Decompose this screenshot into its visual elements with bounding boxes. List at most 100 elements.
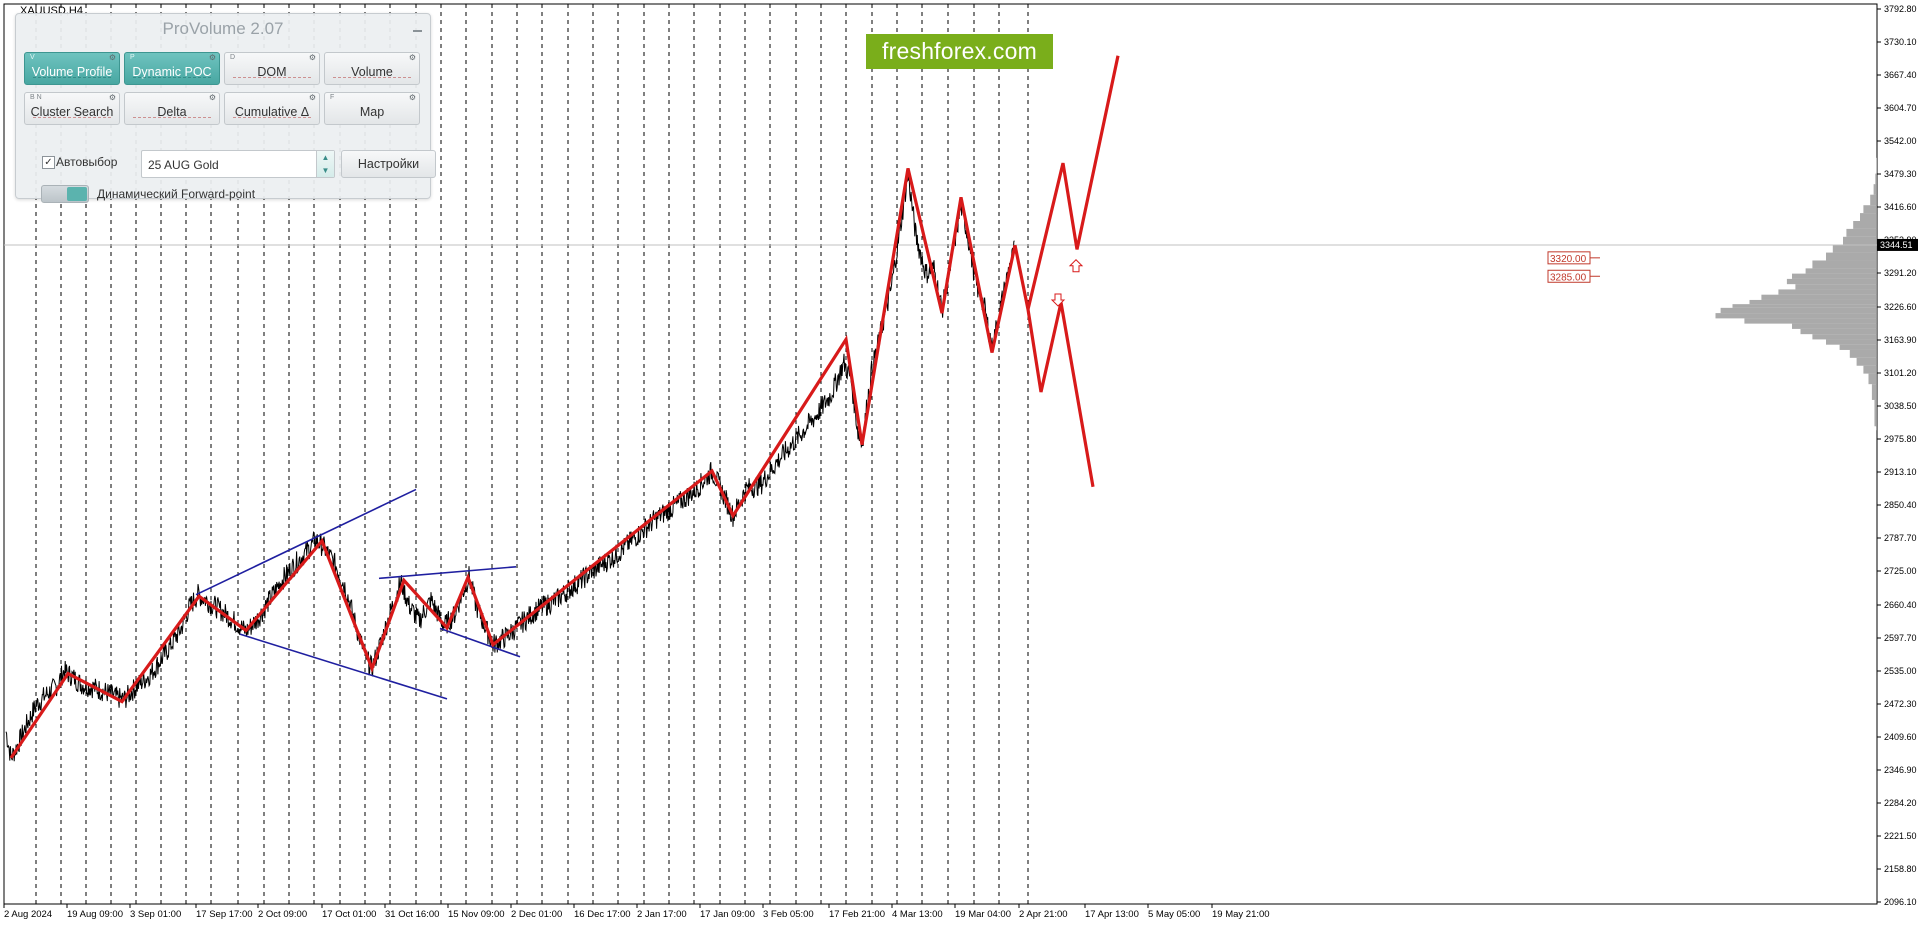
gear-icon[interactable]: ⚙ <box>408 93 416 102</box>
x-tick-label: 15 Nov 09:00 <box>448 909 505 920</box>
volume-profile-bar <box>1870 194 1877 206</box>
minimize-icon[interactable] <box>413 30 422 32</box>
y-tick-label: 3163.90 <box>1884 335 1917 345</box>
volume-profile-bar <box>1874 399 1877 427</box>
volume-profile-bar <box>1826 252 1877 261</box>
current-price-badge: 3344.51 <box>1877 238 1918 251</box>
button-label: Map <box>359 105 385 119</box>
toggle-knob <box>67 187 87 201</box>
dom-button[interactable]: D ⚙ DOM <box>224 52 320 85</box>
cumulative-delta-button[interactable]: ⚙ Cumulative Δ <box>224 92 320 125</box>
gear-icon[interactable]: ⚙ <box>108 93 116 102</box>
x-tick-label: 19 Aug 09:00 <box>67 909 123 920</box>
gear-icon[interactable]: ⚙ <box>208 53 216 62</box>
volume-profile-bar <box>1732 304 1877 308</box>
gear-icon[interactable]: ⚙ <box>108 53 116 62</box>
autoselect-checkbox[interactable]: ✓ <box>42 156 55 169</box>
volume-profile-bar <box>1860 213 1877 221</box>
x-tick-label: 3 Sep 01:00 <box>130 909 181 920</box>
gear-icon[interactable]: ⚙ <box>408 53 416 62</box>
button-label: Volume Profile <box>31 65 113 79</box>
volume-profile-bar <box>1749 299 1877 305</box>
watermark-logo: freshforex.com <box>866 34 1053 69</box>
status-bars <box>333 77 411 80</box>
y-tick-label: 2660.40 <box>1884 600 1917 610</box>
volume-profile-bar <box>1876 426 1877 431</box>
cluster-search-button[interactable]: B N ⚙ Cluster Search <box>24 92 120 125</box>
status-bars <box>233 117 311 120</box>
delta-button[interactable]: ⚙ Delta <box>124 92 220 125</box>
volume-profile-bar <box>1761 294 1877 300</box>
instrument-value: 25 AUG Gold <box>148 158 219 172</box>
instrument-select[interactable]: 25 AUG Gold ▲ ▼ <box>141 150 335 178</box>
time-axis[interactable]: 2 Aug 2024 19 Aug 09:00 3 Sep 01:00 17 Sep … <box>3 904 1270 920</box>
x-tick-label: 17 Feb 21:00 <box>829 909 885 920</box>
x-tick-label: 4 Mar 13:00 <box>892 909 943 920</box>
forward-point-toggle[interactable] <box>41 185 89 203</box>
y-tick-label: 3038.50 <box>1884 401 1917 411</box>
volume-profile-bar <box>1805 268 1877 274</box>
y-tick-label: 2346.90 <box>1884 765 1917 775</box>
volume-profile-bar <box>1873 184 1877 195</box>
channel-line-lower <box>439 627 521 658</box>
x-tick-label: 3 Feb 05:00 <box>763 909 814 920</box>
price-level-3320.00: 3320.00 <box>1547 251 1600 265</box>
provolume-panel[interactable]: ProVolume 2.07 V ⚙ Volume Profile P ⚙ Dy… <box>15 13 436 203</box>
button-label: Volume <box>351 65 393 79</box>
volume-profile-bar <box>1744 318 1877 324</box>
volume-profile-bar <box>1786 278 1877 285</box>
spinner-arrows-icon[interactable]: ▲ ▼ <box>316 151 334 177</box>
y-tick-label: 3792.80 <box>1884 4 1917 14</box>
y-tick-label: 3291.20 <box>1884 268 1917 278</box>
forecast-bearish <box>1026 302 1095 488</box>
price-axis[interactable]: 3792.80 3730.10 3667.40 3604.70 3542.00 3479.… <box>1877 4 1917 907</box>
hotkey-label: P <box>130 54 135 61</box>
volume-profile <box>1715 157 1877 431</box>
gear-icon[interactable]: ⚙ <box>208 93 216 102</box>
autoselect-label: Автовыбор <box>56 155 118 169</box>
x-tick-label: 17 Oct 01:00 <box>322 909 376 920</box>
y-tick-label: 2850.40 <box>1884 500 1917 510</box>
volume-profile-bar <box>1856 357 1877 366</box>
volume-button[interactable]: ⚙ Volume <box>324 52 420 85</box>
hotkey-label: D <box>230 54 236 61</box>
volume-profile-bar <box>1778 289 1877 295</box>
y-tick-label: 2158.80 <box>1884 864 1917 874</box>
button-label: DOM <box>257 65 287 79</box>
x-tick-label: 2 Jan 17:00 <box>637 909 687 920</box>
volume-profile-bar <box>1871 384 1877 400</box>
gear-icon[interactable]: ⚙ <box>308 93 316 102</box>
button-label: Cumulative Δ <box>234 105 310 119</box>
volume-profile-bar <box>1800 328 1877 335</box>
y-tick-label: 3416.60 <box>1884 202 1917 212</box>
x-tick-label: 16 Dec 17:00 <box>574 909 631 920</box>
red-wave-lines <box>9 55 1120 759</box>
volume-profile-button[interactable]: V ⚙ Volume Profile <box>24 52 120 85</box>
volume-profile-bar <box>1812 334 1877 340</box>
volume-profile-bar <box>1792 273 1877 279</box>
gear-icon[interactable]: ⚙ <box>308 53 316 62</box>
dynamic-poc-button[interactable]: P ⚙ Dynamic POC <box>124 52 220 85</box>
hotkey-label: V <box>30 54 35 61</box>
volume-profile-bar <box>1720 307 1877 314</box>
channel-line-lower <box>239 633 448 700</box>
volume-profile-bar <box>1839 344 1877 350</box>
map-button[interactable]: F ⚙ Map <box>324 92 420 125</box>
y-tick-label: 3226.60 <box>1884 302 1917 312</box>
y-tick-label: 3730.10 <box>1884 37 1917 47</box>
volume-profile-bar <box>1863 365 1877 374</box>
status-bars <box>133 77 211 80</box>
status-bars <box>33 117 111 120</box>
button-label: Delta <box>157 105 187 119</box>
blue-channels <box>195 488 521 700</box>
status-bars <box>233 77 311 80</box>
arrow-up-icon <box>1068 259 1084 273</box>
y-tick-label: 2975.80 <box>1884 434 1917 444</box>
status-bars <box>33 77 111 80</box>
volume-profile-bar <box>1843 236 1877 245</box>
hotkey-label: F <box>330 94 335 101</box>
settings-button[interactable]: Настройки <box>341 150 436 178</box>
x-tick-label: 19 May 21:00 <box>1212 909 1270 920</box>
price-levels: 3320.00 3285.00 <box>1547 251 1600 283</box>
